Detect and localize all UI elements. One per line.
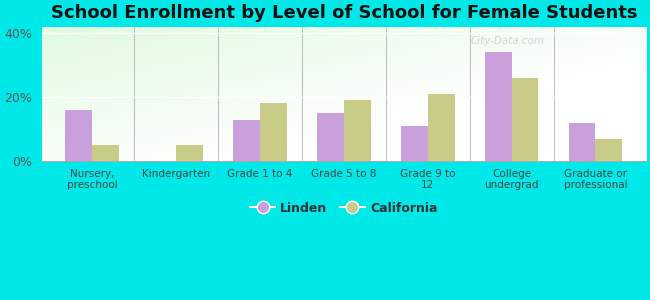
Bar [176, 145, 203, 161]
Bar [344, 100, 370, 161]
Bar [485, 52, 512, 161]
Bar [65, 110, 92, 161]
Bar [92, 145, 119, 161]
Bar [595, 139, 622, 161]
Bar [401, 126, 428, 161]
Bar [233, 119, 260, 161]
Bar [512, 78, 538, 161]
Bar [428, 94, 454, 161]
Text: City-Data.com: City-Data.com [471, 36, 545, 46]
Legend: Linden, California: Linden, California [245, 196, 443, 220]
Bar [317, 113, 344, 161]
Bar [260, 103, 287, 161]
Bar [569, 123, 595, 161]
Title: School Enrollment by Level of School for Female Students: School Enrollment by Level of School for… [51, 4, 637, 22]
